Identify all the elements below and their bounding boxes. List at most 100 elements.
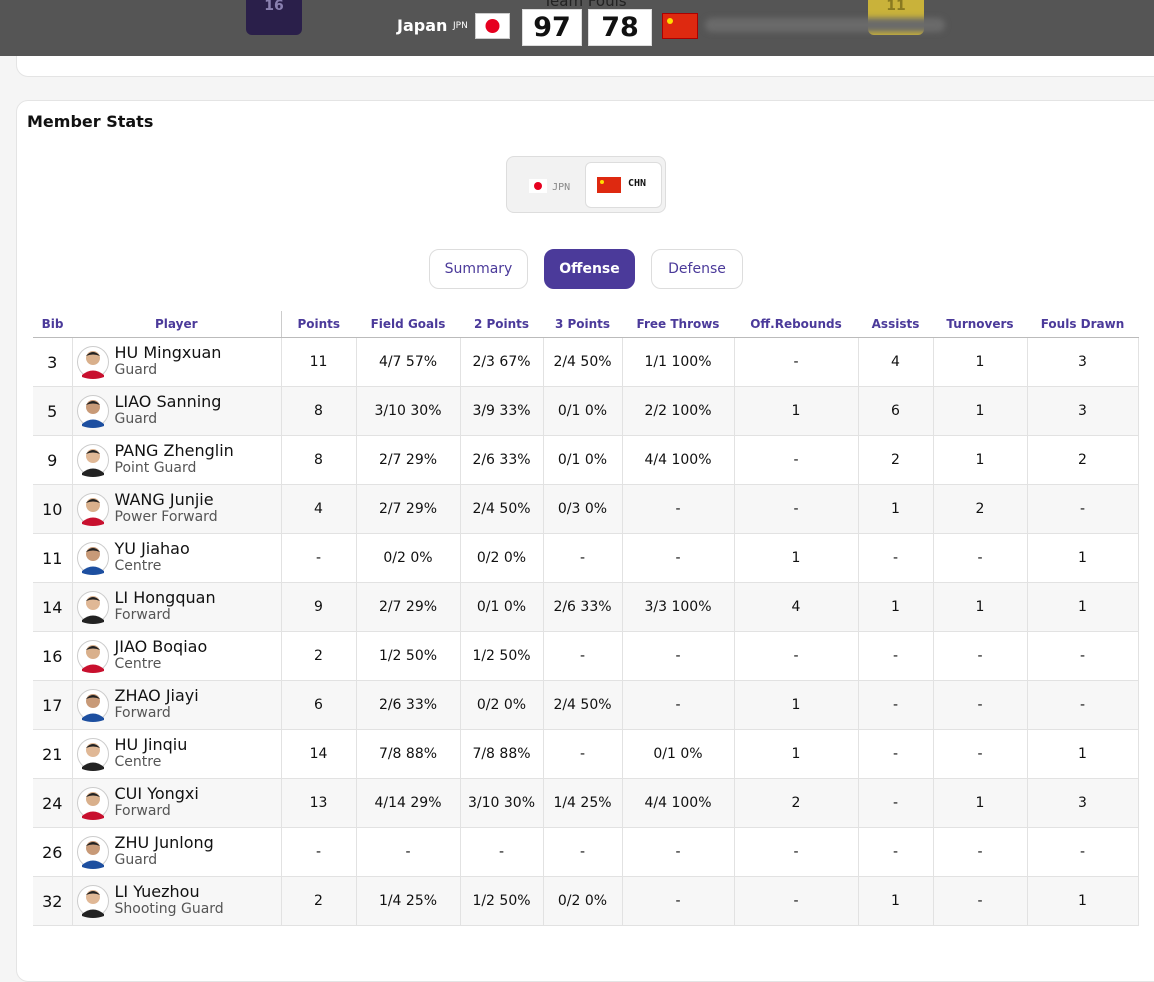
- stat-cell: -: [858, 680, 934, 730]
- stat-cell: -: [734, 827, 859, 877]
- blurred-content: [705, 18, 945, 32]
- stat-cell: -: [622, 631, 735, 681]
- player-name: ZHU Junlong: [114, 833, 214, 852]
- china-flag: [662, 13, 698, 39]
- bib: 10: [33, 484, 73, 534]
- column-header: Fouls Drawn: [1027, 311, 1138, 338]
- player-row: 24 CUI Yongxi Forward 13 4/14 29% 3/10 30% 1/4…: [33, 778, 1139, 828]
- player-avatar: [76, 689, 109, 722]
- player-position: Forward: [114, 607, 171, 623]
- player-name: PANG Zhenglin: [114, 441, 234, 460]
- stat-cell: 13: [281, 778, 357, 828]
- column-header: Turnovers: [933, 311, 1027, 338]
- stat-cell: 1: [1027, 876, 1139, 926]
- toggle-jpn[interactable]: JPN: [529, 175, 570, 194]
- stat-cell: 0/2 0%: [356, 533, 461, 583]
- stat-cell: 9: [281, 582, 357, 632]
- toggle-label: JPN: [552, 182, 571, 193]
- stat-cell: -: [933, 729, 1028, 779]
- player-name: CUI Yongxi: [114, 784, 199, 803]
- stat-cell: 1: [1027, 582, 1139, 632]
- stat-cell: 3: [1027, 778, 1139, 828]
- stat-cell: 2/7 29%: [356, 484, 461, 534]
- stat-cell: 3: [1027, 337, 1139, 387]
- column-header: 3 Points: [543, 311, 622, 338]
- player-avatar: [76, 738, 109, 771]
- player-position: Point Guard: [114, 460, 197, 476]
- stat-cell: -: [622, 484, 735, 534]
- stat-cell: 2: [1027, 435, 1139, 485]
- stat-cell: 1: [858, 582, 934, 632]
- player-position: Shooting Guard: [114, 901, 224, 917]
- stat-cell: 2/4 50%: [543, 337, 623, 387]
- player-cell: HU Jinqiu Centre: [72, 729, 282, 779]
- player-cell: LIAO Sanning Guard: [72, 386, 282, 436]
- player-avatar: [76, 640, 109, 673]
- stat-cell: 0/3 0%: [543, 484, 623, 534]
- tab-summary[interactable]: Summary: [429, 249, 528, 289]
- stat-cell: 1: [933, 582, 1028, 632]
- bib: 11: [33, 533, 73, 583]
- bib: 14: [33, 582, 73, 632]
- column-header: Points: [281, 311, 356, 338]
- stat-cell: 2/4 50%: [460, 484, 544, 534]
- stat-cell: 2/2 100%: [622, 386, 735, 436]
- player-row: 14 LI Hongquan Forward 9 2/7 29% 0/1 0% 2/6 33…: [33, 582, 1139, 632]
- player-position: Forward: [114, 803, 171, 819]
- team-toggle: JPN CHN: [506, 156, 666, 213]
- player-position: Forward: [114, 705, 171, 721]
- column-header: 2 Points: [460, 311, 543, 338]
- player-name: YU Jiahao: [114, 539, 190, 558]
- player-row: 5 LIAO Sanning Guard 8 3/10 30% 3/9 33% 0/1 0%…: [33, 386, 1139, 436]
- stat-cell: 6: [858, 386, 934, 436]
- stat-cell: -: [543, 533, 623, 583]
- bib: 9: [33, 435, 73, 485]
- player-row: 9 PANG Zhenglin Point Guard 8 2/7 29% 2/6 33%…: [33, 435, 1139, 485]
- stat-cell: 8: [281, 435, 357, 485]
- stat-cell: -: [460, 827, 544, 877]
- stat-cell: -: [734, 631, 859, 681]
- stat-cell: 4: [281, 484, 357, 534]
- stat-cell: -: [543, 631, 623, 681]
- tab-defense[interactable]: Defense: [651, 249, 743, 289]
- stat-cell: 2/6 33%: [543, 582, 623, 632]
- stat-cell: 2: [734, 778, 859, 828]
- stat-cell: 1/4 25%: [543, 778, 623, 828]
- stat-cell: 2/4 50%: [543, 680, 623, 730]
- stat-cell: 0/1 0%: [622, 729, 735, 779]
- player-avatar: [76, 346, 109, 379]
- stat-cell: 2/3 67%: [460, 337, 544, 387]
- stat-cell: 1/1 100%: [622, 337, 735, 387]
- player-position: Centre: [114, 754, 162, 770]
- stat-cell: 2/6 33%: [460, 435, 544, 485]
- toggle-chn[interactable]: CHN: [585, 162, 662, 208]
- column-header: Bib: [33, 311, 72, 338]
- stat-cell: 0/2 0%: [460, 533, 544, 583]
- stat-cell: -: [858, 533, 934, 583]
- stat-cell: -: [1027, 484, 1139, 534]
- stat-cell: 1: [933, 386, 1028, 436]
- stat-cell: 1: [734, 386, 859, 436]
- player-avatar: [76, 885, 109, 918]
- player-row: 3 HU Mingxuan Guard 11 4/7 57% 2/3 67% 2/4 50%…: [33, 337, 1139, 387]
- stat-cell: 1/4 25%: [356, 876, 461, 926]
- player-cell: WANG Junjie Power Forward: [72, 484, 282, 534]
- stat-cell: 2/7 29%: [356, 435, 461, 485]
- stat-cell: -: [622, 827, 735, 877]
- stat-cell: 1/2 50%: [460, 631, 544, 681]
- player-row: 17 ZHAO Jiayi Forward 6 2/6 33% 0/2 0% 2/4 50%…: [33, 680, 1139, 730]
- stat-cell: -: [1027, 680, 1139, 730]
- stat-cell: -: [933, 827, 1028, 877]
- stat-cell: 1: [1027, 533, 1139, 583]
- bib: 21: [33, 729, 73, 779]
- player-cell: ZHAO Jiayi Forward: [72, 680, 282, 730]
- player-position: Guard: [114, 852, 158, 868]
- stat-cell: -: [734, 435, 859, 485]
- tab-offense[interactable]: Offense: [544, 249, 635, 289]
- away-score: 78: [588, 9, 652, 46]
- stat-cell: 0/1 0%: [460, 582, 544, 632]
- player-avatar: [76, 493, 109, 526]
- stats-table: Bib Player Points Field Goals 2 Points 3 Poin…: [33, 311, 1139, 926]
- column-header: Player: [72, 311, 282, 338]
